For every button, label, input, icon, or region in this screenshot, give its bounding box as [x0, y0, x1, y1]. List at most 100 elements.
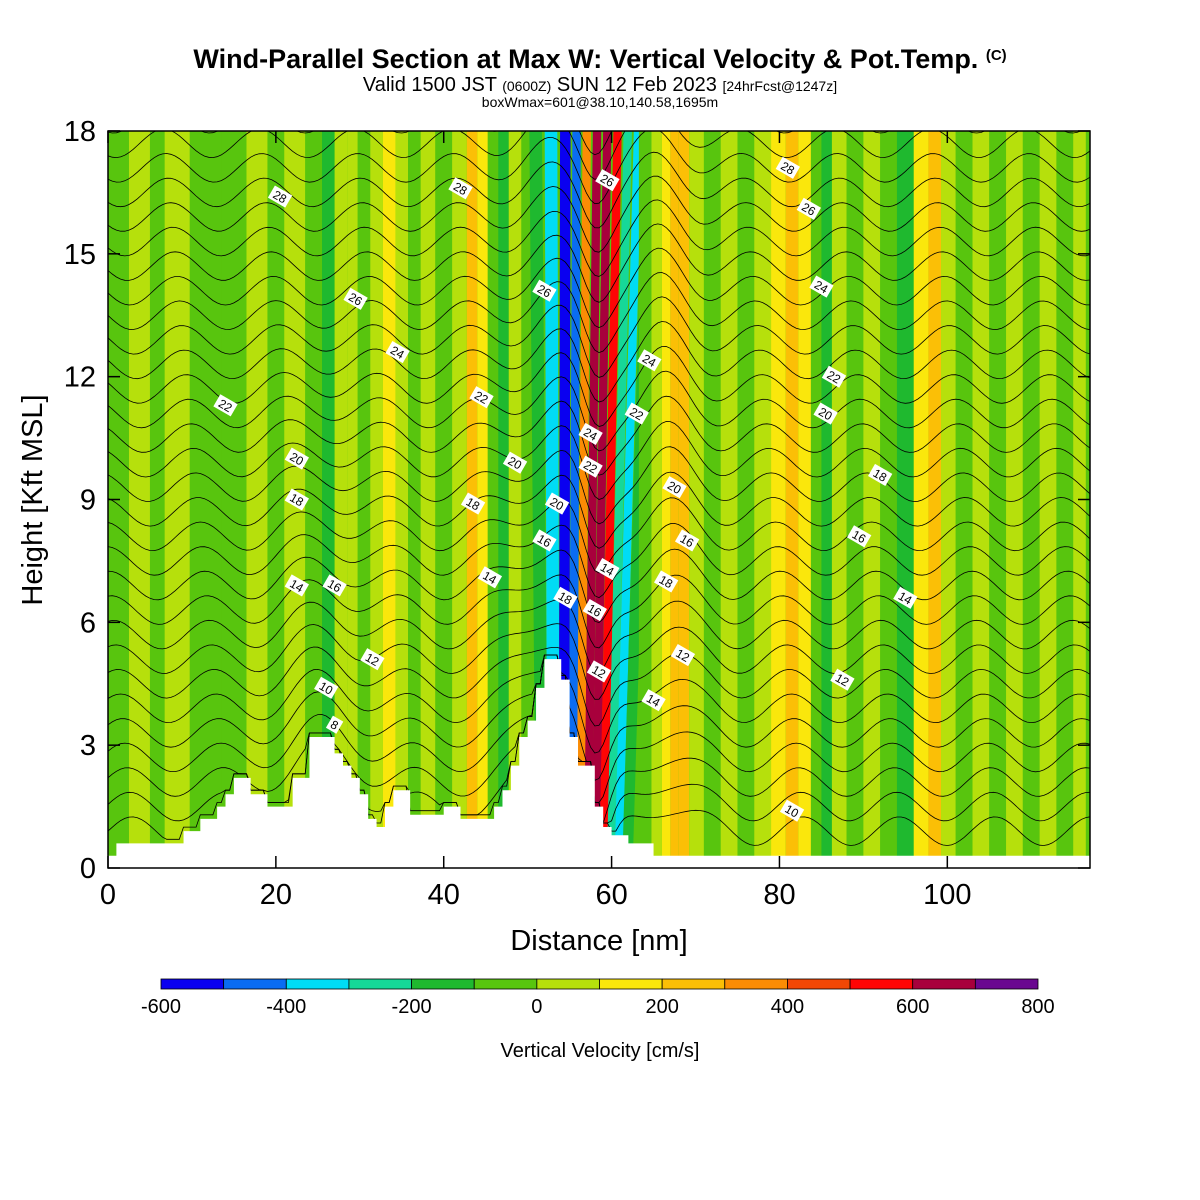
velocity-band — [112, 131, 129, 868]
velocity-band — [614, 131, 643, 868]
isentrope-line — [108, 247, 1090, 329]
isentrope-line — [108, 321, 1090, 403]
contour-label-text: 22 — [581, 458, 600, 477]
isentrope-line — [108, 497, 1090, 574]
colorbar-swatch — [348, 978, 412, 990]
valid-time: Valid 1500 JST — [362, 74, 497, 96]
velocity-band — [246, 131, 268, 868]
velocity-band — [989, 131, 1007, 868]
y-tick-label: 3 — [80, 730, 96, 762]
contour-label: 14 — [595, 558, 620, 581]
contour-label: 12 — [586, 660, 612, 683]
terrain — [108, 659, 1090, 868]
contour-label: 18 — [284, 488, 310, 511]
contour-label-text: 20 — [665, 478, 684, 497]
contour-label: 26 — [796, 197, 821, 220]
contour-label-text: 16 — [325, 577, 344, 596]
contour-label-text: 28 — [451, 179, 470, 198]
contour-label-text: 24 — [812, 278, 831, 297]
colorbar: -600 -400 -200 0 200 400 600 800 — [141, 978, 1055, 1018]
contour-label-text: 22 — [824, 368, 843, 387]
velocity-band — [568, 131, 581, 868]
contour-label-text: 26 — [346, 290, 365, 309]
x-tick-label: 60 — [595, 879, 627, 911]
velocity-band — [591, 131, 612, 868]
isentrope-line — [108, 131, 1082, 156]
isentrope-line — [108, 131, 1090, 205]
contour-label-text: 14 — [644, 691, 663, 710]
contour-label: 22 — [578, 455, 603, 478]
velocity-band — [606, 131, 632, 868]
contour-label-text: 16 — [585, 601, 604, 620]
velocity-band — [955, 131, 973, 868]
contour-label-text: 28 — [271, 188, 290, 207]
velocity-band — [508, 131, 522, 868]
contour-label: 20 — [662, 476, 687, 499]
velocity-band — [896, 131, 914, 868]
velocity-band — [267, 131, 285, 868]
velocity-band — [583, 131, 602, 868]
colorbar-swatch — [787, 978, 851, 990]
y-tick-label: 6 — [80, 607, 96, 639]
velocity-band — [529, 131, 549, 868]
velocity-band — [720, 131, 738, 868]
colorbar-swatch — [912, 978, 976, 990]
velocity-band — [678, 131, 690, 868]
contour-label: 14 — [641, 689, 666, 712]
isentrope-line — [108, 574, 1090, 649]
contour-label: 16 — [322, 574, 347, 597]
contour-label: 14 — [284, 574, 310, 597]
utc-time: (0600Z) — [502, 78, 552, 94]
velocity-band — [1022, 131, 1040, 868]
velocity-band — [1006, 131, 1023, 868]
isentrope-line — [108, 151, 1090, 229]
velocity-band — [737, 131, 755, 868]
contour-label-text: 24 — [640, 351, 659, 370]
velocity-band — [798, 131, 811, 868]
contour-labels: 28 28 26 24 22 22 20 20 18 18 14 16 14 12 10 8 26 20 16 18 2… — [213, 156, 918, 822]
velocity-band — [863, 131, 881, 868]
contour-label-text: 26 — [598, 171, 617, 190]
velocity-band — [334, 131, 348, 868]
isentrope-line — [108, 654, 1090, 754]
velocity-band — [395, 131, 409, 868]
velocity-band — [477, 131, 488, 868]
colorbar-tick-label: 800 — [1021, 996, 1054, 1018]
contour-label-text: 20 — [287, 450, 306, 469]
chart-subtitle: Valid 1500 JST (0600Z) SUN 12 Feb 2023 [… — [0, 74, 1200, 97]
contour-label: 10 — [314, 676, 339, 699]
y-tick-label: 12 — [64, 362, 96, 394]
contour-label: 18 — [553, 586, 578, 609]
valid-date: SUN 12 Feb 2023 — [556, 74, 717, 96]
contour-label-text: 18 — [464, 495, 483, 514]
velocity-band — [1056, 131, 1074, 868]
velocity-band — [880, 131, 897, 868]
contour-label: 26 — [595, 169, 620, 192]
velocity-band — [164, 131, 190, 868]
y-tick-label: 9 — [80, 485, 96, 517]
contour-label: 24 — [809, 275, 834, 298]
velocity-band — [941, 131, 956, 868]
velocity-band — [785, 131, 799, 868]
velocity-band — [382, 131, 396, 868]
velocity-band — [831, 131, 847, 868]
forecast-info: [24hrFcst@1247z] — [722, 78, 838, 94]
chart-title: Wind-Parallel Section at Max W: Vertical… — [0, 44, 1200, 75]
isentrope-line — [108, 446, 1090, 525]
isentrope-line — [108, 654, 1090, 803]
contour-label-text: 16 — [850, 527, 869, 546]
velocity-band — [357, 131, 371, 868]
contour-label: 26 — [343, 287, 368, 310]
colorbar-swatch — [974, 978, 1039, 990]
colorbar-swatch — [411, 978, 475, 990]
contour-label: 22 — [469, 386, 494, 409]
velocity-band — [670, 131, 679, 868]
contour-label: 12 — [360, 648, 385, 671]
contour-label: 16 — [674, 529, 700, 552]
contour-label-text: 20 — [506, 454, 525, 473]
contour-label-text: 22 — [627, 405, 646, 424]
contour-label: 26 — [532, 279, 557, 302]
y-tick-label: 18 — [64, 116, 96, 148]
isentrope-line — [108, 623, 1090, 700]
